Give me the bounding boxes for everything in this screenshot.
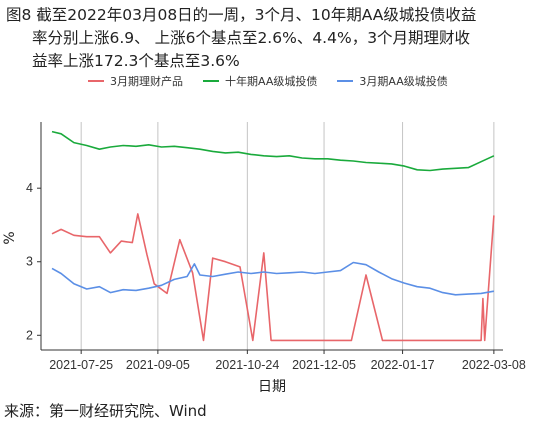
legend-label-3m: 3月期AA级城投债 bbox=[359, 75, 448, 88]
chart-legend: 3月期理财产品 十年期AA级城投债 3月期AA级城投债 bbox=[88, 73, 448, 89]
x-tick-label-5: 2022-03-08 bbox=[462, 358, 526, 372]
line-chart: 2021-07-25 2021-09-05 2021-10-24 2021-12-05… bbox=[2, 122, 526, 395]
series-aa-10y-line bbox=[51, 130, 495, 172]
y-axis-title: % bbox=[2, 231, 18, 244]
x-axis-title: 日期 bbox=[258, 379, 286, 395]
chart-series bbox=[51, 130, 495, 342]
legend-swatch-10y bbox=[203, 80, 219, 82]
legend-label-wealth: 3月期理财产品 bbox=[110, 75, 183, 88]
legend-swatch-3m bbox=[337, 80, 354, 82]
y-tick-label-1: 3 bbox=[26, 255, 33, 269]
legend-item-10y: 十年期AA级城投债 bbox=[203, 73, 317, 89]
chart-title: 图8 截至2022年03月08日的一周，3个月、10年期AA级城投债收益 率分别… bbox=[6, 4, 546, 73]
x-tick-label-1: 2021-09-05 bbox=[126, 358, 190, 372]
y-tick-label-2: 4 bbox=[26, 181, 33, 195]
x-tick-label-2: 2021-10-24 bbox=[215, 358, 279, 372]
x-tick-label-3: 2021-12-05 bbox=[292, 358, 356, 372]
x-tick-label-0: 2021-07-25 bbox=[49, 358, 113, 372]
title-line-3: 益率上涨172.3个基点至3.6% bbox=[32, 52, 240, 70]
y-tick-label-0: 2 bbox=[26, 328, 33, 342]
title-line-1: 图8 截至2022年03月08日的一周，3个月、10年期AA级城投债收益 bbox=[6, 6, 477, 24]
legend-swatch-wealth bbox=[88, 80, 104, 82]
series-aa-3m-line bbox=[51, 261, 495, 296]
series-wealth-3m-line bbox=[51, 213, 495, 342]
title-line-2: 率分别上涨6.9、 上涨6个基点至2.6%、4.4%，3个月期理财收 bbox=[32, 29, 471, 47]
source-note: 来源：第一财经研究院、Wind bbox=[4, 402, 207, 420]
chart-labels: 2021-07-25 2021-09-05 2021-10-24 2021-12-05… bbox=[2, 181, 526, 395]
legend-item-3m: 3月期AA级城投债 bbox=[337, 73, 448, 89]
legend-label-10y: 十年期AA级城投债 bbox=[225, 75, 318, 88]
chart-grid bbox=[80, 122, 495, 350]
legend-item-wealth: 3月期理财产品 bbox=[88, 73, 183, 89]
x-tick-label-4: 2022-01-17 bbox=[371, 358, 435, 372]
chart-axes bbox=[37, 122, 503, 354]
